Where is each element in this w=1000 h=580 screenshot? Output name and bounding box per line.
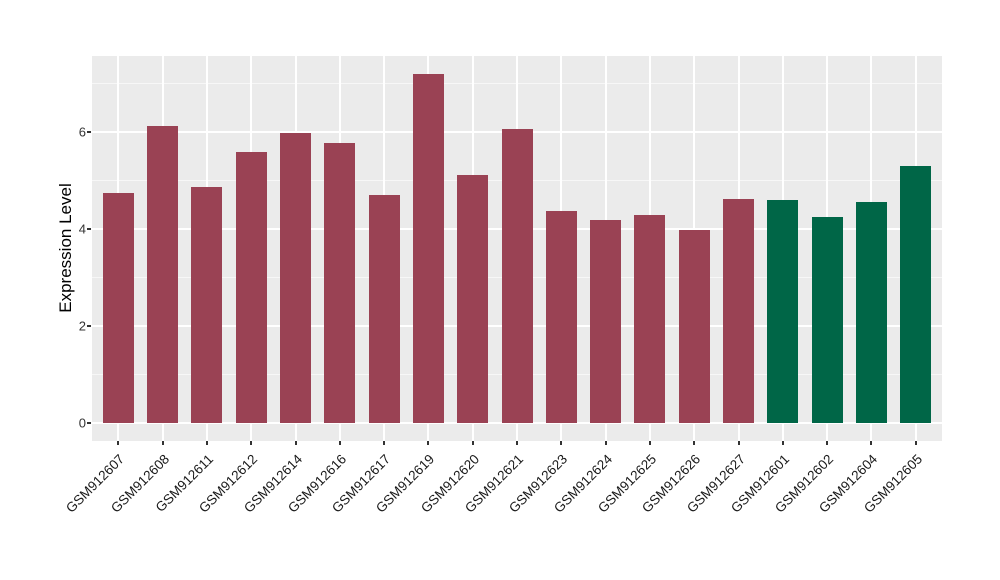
y-tick-label-6: 6 [78, 124, 86, 140]
x-tick-mark-GSM912625 [648, 441, 651, 445]
bar-GSM912619 [412, 73, 444, 423]
bar-GSM912611 [191, 186, 223, 423]
x-tick-mark-GSM912614 [294, 441, 297, 445]
y-tick-label-4: 4 [78, 221, 86, 237]
x-tick-mark-GSM912617 [383, 441, 386, 445]
x-tick-mark-GSM912619 [427, 441, 430, 445]
bar-GSM912616 [324, 143, 356, 423]
bar-GSM912604 [855, 202, 887, 423]
bar-GSM912614 [280, 132, 311, 423]
bar-GSM912601 [767, 200, 799, 423]
x-tick-mark-GSM912607 [117, 441, 120, 445]
x-tick-mark-GSM912608 [161, 441, 164, 445]
x-tick-mark-GSM912623 [560, 441, 563, 445]
bar-GSM912626 [678, 229, 710, 423]
x-tick-mark-GSM912611 [205, 441, 208, 445]
y-axis-title: Expression Level [56, 183, 75, 313]
x-tick-mark-GSM912620 [471, 441, 474, 445]
bar-GSM912627 [723, 199, 754, 423]
y-tick-mark-6 [87, 130, 91, 133]
x-tick-mark-GSM912621 [516, 441, 518, 445]
x-tick-mark-GSM912626 [693, 441, 696, 445]
x-tick-mark-GSM912616 [338, 441, 341, 445]
bar-GSM912612 [235, 152, 267, 423]
bar-GSM912620 [457, 175, 489, 423]
x-tick-mark-GSM912624 [604, 441, 607, 445]
bar-GSM912602 [811, 216, 843, 423]
x-tick-mark-GSM912612 [250, 441, 253, 445]
bar-GSM912621 [501, 129, 533, 423]
bar-GSM912623 [545, 211, 577, 423]
plot-panel [92, 56, 942, 441]
bar-GSM912605 [900, 165, 932, 423]
bar-GSM912617 [368, 194, 400, 423]
x-tick-mark-GSM912604 [870, 441, 873, 445]
y-tick-mark-0 [87, 421, 91, 424]
x-tick-mark-GSM912605 [914, 441, 917, 445]
bar-GSM912608 [147, 126, 179, 423]
x-tick-mark-GSM912601 [781, 441, 784, 445]
bar-GSM912624 [590, 219, 622, 423]
x-tick-mark-GSM912602 [826, 441, 829, 445]
y-tick-mark-2 [87, 324, 91, 327]
bar-GSM912607 [102, 193, 134, 423]
x-tick-mark-GSM912627 [737, 441, 740, 445]
y-tick-label-0: 0 [78, 415, 86, 431]
y-tick-mark-4 [87, 227, 91, 230]
y-tick-label-2: 2 [78, 318, 86, 334]
bar-GSM912625 [634, 214, 666, 423]
